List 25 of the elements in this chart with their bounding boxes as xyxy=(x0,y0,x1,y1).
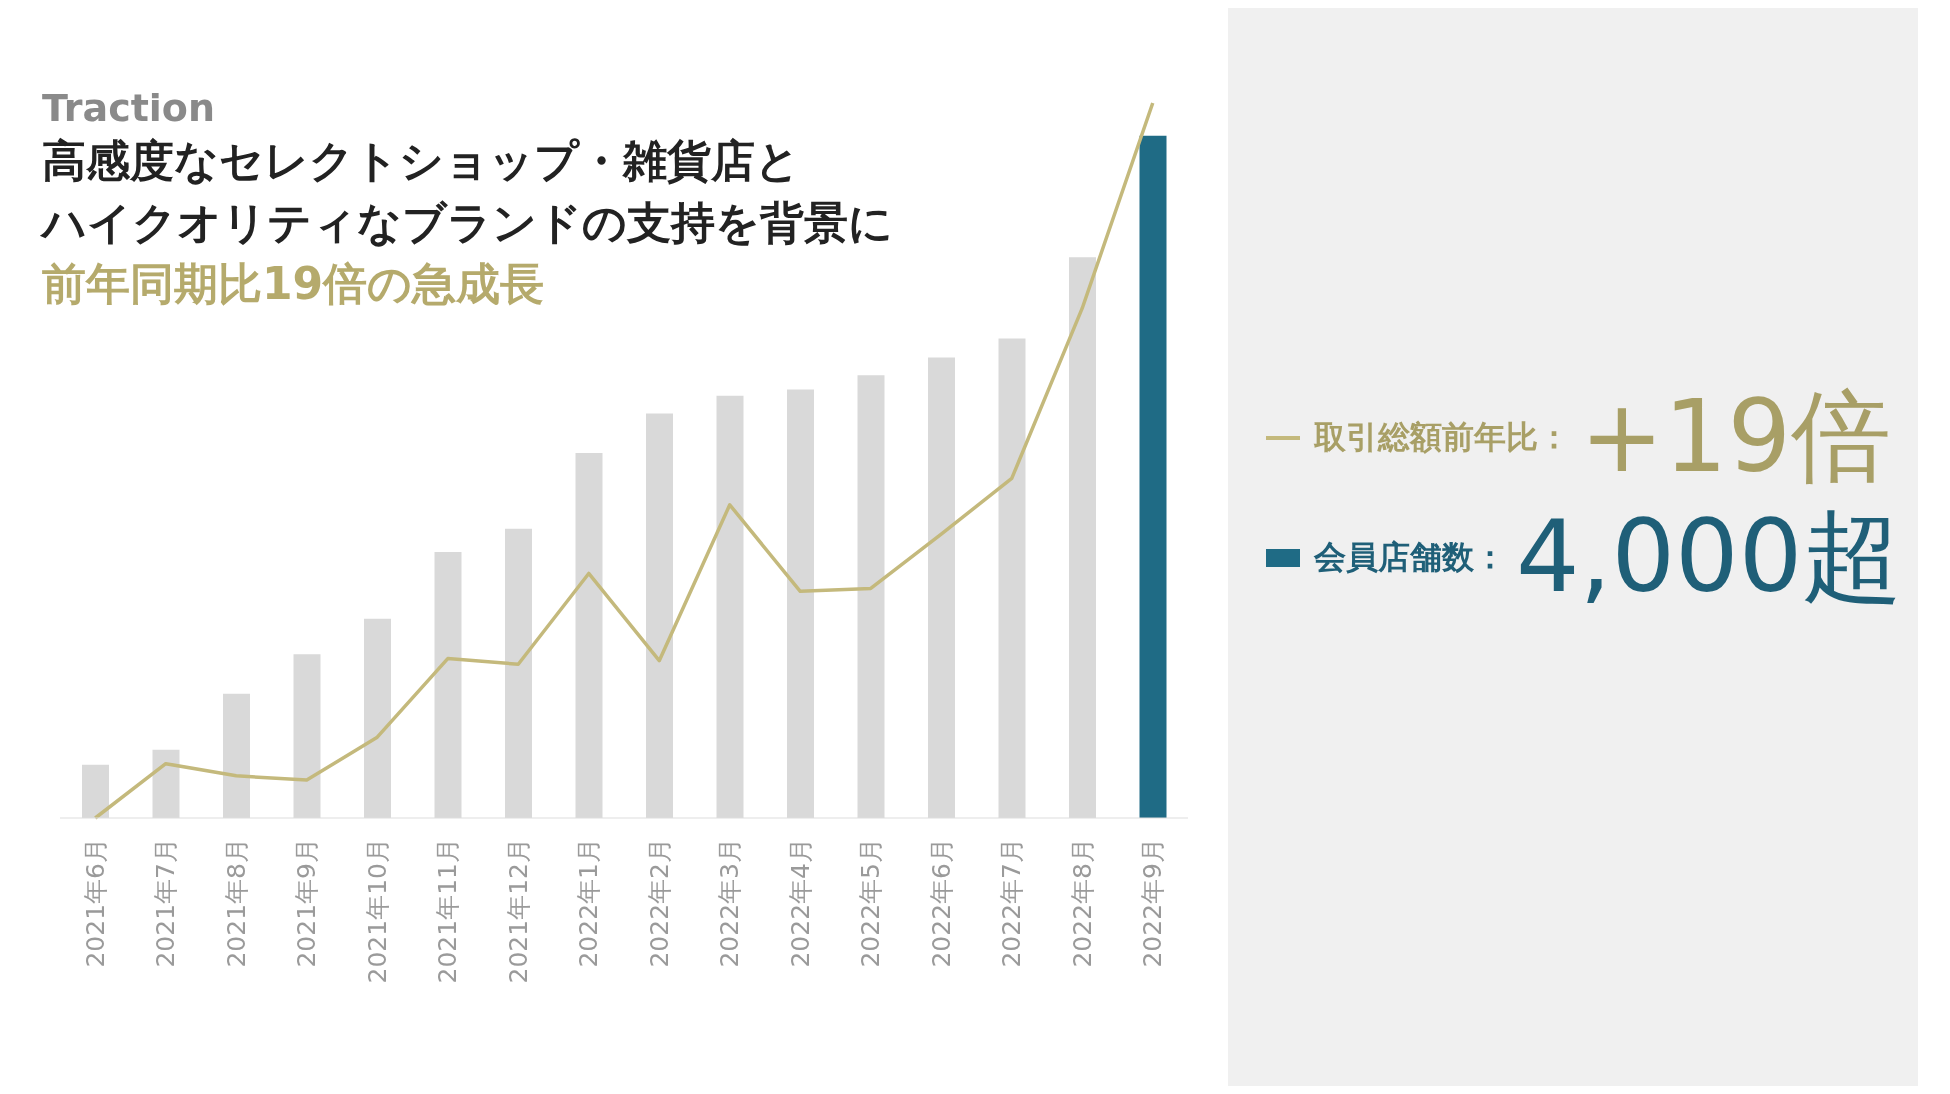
x-tick-label: 2021年10月 xyxy=(362,838,392,984)
annotation: 前年同期比19倍の急成長 xyxy=(42,257,546,312)
text: 4,000超 xyxy=(1516,497,1903,615)
x-tick-label: 2022年5月 xyxy=(856,838,886,968)
x-tick-label: 2022年4月 xyxy=(785,838,815,968)
x-tick-label: 2021年12月 xyxy=(503,838,533,984)
x-tick-label: 2022年7月 xyxy=(997,838,1027,968)
chart-title: Traction xyxy=(42,86,216,130)
legend-label: 会員店舗数： xyxy=(1314,537,1506,578)
x-tick-label: 2021年8月 xyxy=(221,838,251,968)
x-tick-label: 2021年7月 xyxy=(151,838,181,968)
annotation: ハイクオリティなブランドの支持を背景に xyxy=(42,195,893,250)
legend-label: 取引総額前年比： xyxy=(1314,417,1570,458)
x-tick-label: 2021年6月 xyxy=(80,838,110,968)
x-tick-label: 2022年6月 xyxy=(926,838,956,968)
x-tick-label: 2022年2月 xyxy=(644,838,674,968)
x-tick-label: 2021年9月 xyxy=(292,838,322,968)
bar xyxy=(1139,135,1167,818)
x-tick-label: 2022年1月 xyxy=(574,838,604,968)
x-tick-label: 2022年3月 xyxy=(715,838,745,968)
x-tick-label: 2022年8月 xyxy=(1067,838,1097,968)
x-tick-label: 2021年11月 xyxy=(433,838,463,984)
text: +19倍 xyxy=(1580,377,1892,495)
x-tick-label: 2022年9月 xyxy=(1138,838,1168,968)
chart-subtitle: 高感度なセレクトショップ・雑貨店と xyxy=(42,134,801,188)
